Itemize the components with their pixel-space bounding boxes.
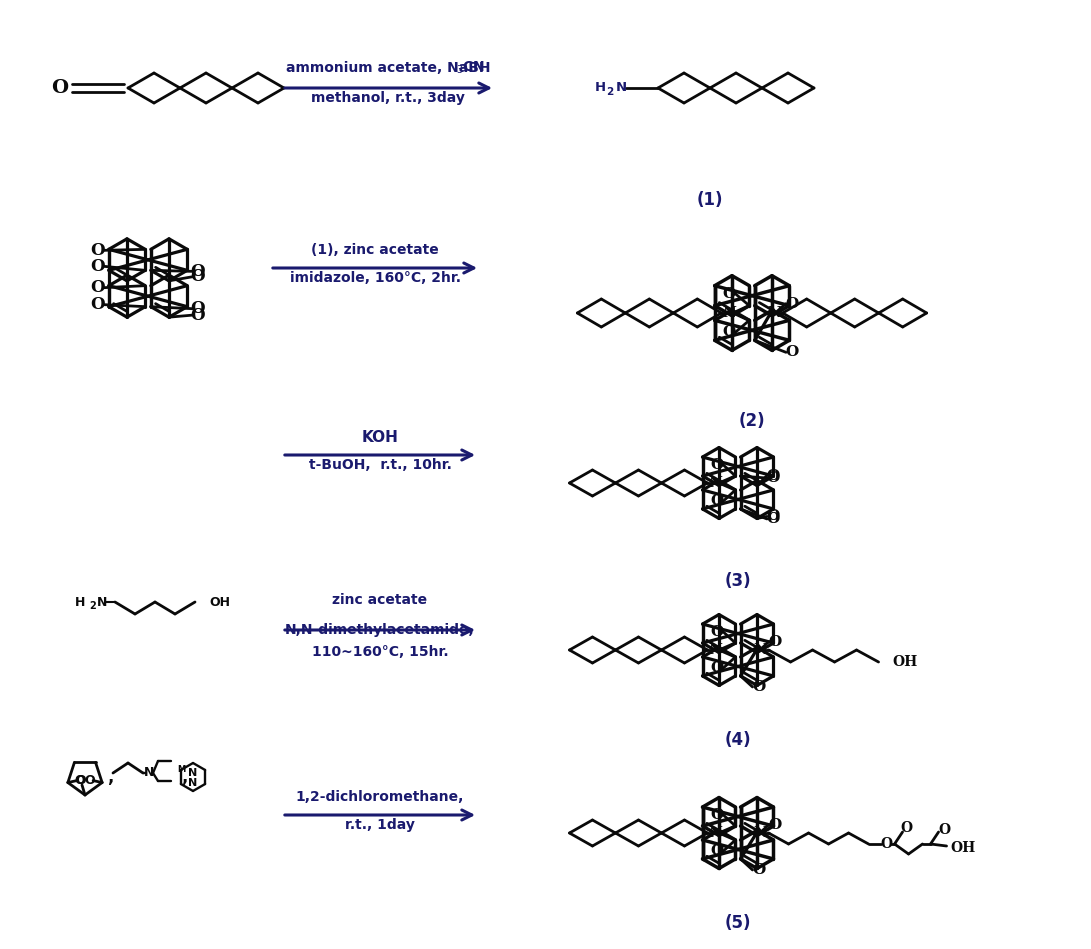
Text: (1), zinc acetate: (1), zinc acetate <box>311 243 439 257</box>
Text: N: N <box>754 643 767 657</box>
Text: (1): (1) <box>697 191 723 209</box>
Text: O: O <box>786 297 799 310</box>
Text: O: O <box>75 774 86 788</box>
Text: N: N <box>768 306 781 320</box>
Text: O: O <box>711 458 724 472</box>
Text: O: O <box>191 300 205 317</box>
Text: O: O <box>711 493 724 508</box>
Text: O: O <box>722 287 736 301</box>
Text: N: N <box>616 81 627 94</box>
Text: O: O <box>722 326 736 340</box>
Text: O: O <box>711 808 724 822</box>
Text: O: O <box>191 263 205 280</box>
Text: O: O <box>900 821 912 835</box>
Text: O: O <box>91 296 106 313</box>
Text: O: O <box>752 863 765 877</box>
Text: r.t., 1day: r.t., 1day <box>345 818 415 832</box>
Text: N: N <box>708 476 722 490</box>
Text: ,: , <box>181 768 188 786</box>
Text: N: N <box>144 767 154 779</box>
Text: OH: OH <box>209 596 230 608</box>
Text: M: M <box>177 765 185 773</box>
Text: N: N <box>754 826 767 840</box>
Text: H: H <box>595 81 606 94</box>
Text: O: O <box>91 279 106 296</box>
Text: O: O <box>51 79 69 97</box>
Text: H: H <box>74 596 85 608</box>
Text: imidazole, 160°C, 2hr.: imidazole, 160°C, 2hr. <box>289 271 460 285</box>
Text: N: N <box>722 306 736 320</box>
Text: (4): (4) <box>724 731 752 749</box>
Text: O: O <box>786 345 799 360</box>
Text: N: N <box>97 596 107 608</box>
Text: O: O <box>74 774 85 787</box>
Text: O: O <box>938 823 950 837</box>
Text: KOH: KOH <box>361 430 398 444</box>
Text: O: O <box>766 512 780 526</box>
Text: O: O <box>768 817 781 831</box>
Text: N: N <box>189 768 197 778</box>
Text: O: O <box>766 510 780 524</box>
Text: O: O <box>191 269 205 286</box>
Text: (5): (5) <box>724 914 752 932</box>
Text: ,: , <box>107 768 113 786</box>
Text: ammonium acetate, NaBH: ammonium acetate, NaBH <box>286 61 490 75</box>
Text: methanol, r.t., 3day: methanol, r.t., 3day <box>311 91 465 105</box>
Text: O: O <box>768 635 781 648</box>
Text: O: O <box>711 625 724 639</box>
Text: O: O <box>766 469 780 482</box>
Text: O: O <box>91 258 106 275</box>
Text: N: N <box>708 826 722 840</box>
Text: O: O <box>85 774 95 787</box>
Text: 1,2-dichloromethane,: 1,2-dichloromethane, <box>296 790 464 804</box>
Text: O: O <box>711 661 724 675</box>
Text: O: O <box>766 471 780 485</box>
Text: t-BuOH,  r.t., 10hr.: t-BuOH, r.t., 10hr. <box>309 458 452 472</box>
Text: N,N-dimethylacetamide,: N,N-dimethylacetamide, <box>285 623 475 637</box>
Text: N: N <box>189 778 197 788</box>
Text: O: O <box>711 844 724 858</box>
Text: OH: OH <box>892 655 918 669</box>
Text: 2: 2 <box>606 87 613 97</box>
Text: N: N <box>708 643 722 657</box>
Text: 2: 2 <box>89 601 96 611</box>
Text: (2): (2) <box>739 412 765 430</box>
Text: zinc acetate: zinc acetate <box>333 593 428 607</box>
Text: OH: OH <box>950 841 975 855</box>
Text: 110~160°C, 15hr.: 110~160°C, 15hr. <box>312 645 448 659</box>
Text: $_3$CN: $_3$CN <box>456 60 485 76</box>
Text: O: O <box>191 307 205 324</box>
Text: O: O <box>880 837 892 851</box>
Text: O: O <box>752 679 765 694</box>
Text: O: O <box>91 242 106 259</box>
Text: (3): (3) <box>724 572 752 590</box>
